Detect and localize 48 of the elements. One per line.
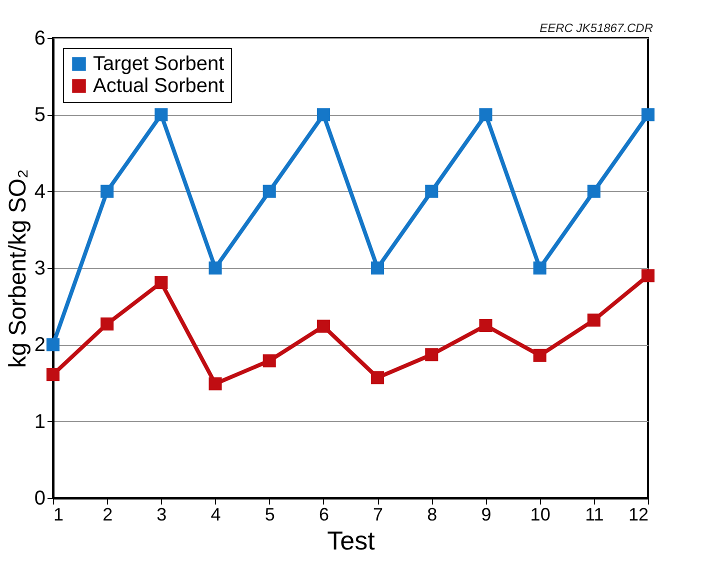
legend-label: Target Sorbent: [93, 53, 225, 75]
x-tick-label: 1: [54, 504, 64, 524]
y-tick-label: 0: [34, 488, 46, 510]
point: [425, 184, 438, 198]
x-tick-label: 12: [628, 504, 648, 524]
y-tick-label: 5: [34, 104, 46, 126]
x-tick-label: 4: [210, 504, 221, 524]
x-tick-label: 11: [585, 504, 604, 524]
x-tick-label: 2: [102, 504, 113, 524]
point: [479, 108, 492, 122]
point: [154, 108, 168, 122]
point: [587, 184, 600, 198]
point: [262, 354, 276, 368]
y-tick-label: 2: [34, 334, 46, 356]
y-tick-label: 6: [34, 28, 46, 50]
x-axis-title: Test: [327, 526, 376, 556]
x-tick-label: 9: [481, 504, 492, 524]
point: [533, 261, 546, 275]
y-tick-label: 1: [34, 410, 46, 433]
point: [154, 276, 168, 290]
point: [641, 108, 655, 122]
y-tick-label: 3: [34, 258, 46, 280]
point: [641, 269, 655, 282]
text: EERC JK51867.CDR: [540, 21, 654, 35]
point: [479, 318, 492, 332]
y-tick-label: 4: [34, 180, 46, 203]
point: [100, 184, 114, 198]
point: [371, 261, 384, 275]
x-tick-label: 10: [530, 504, 550, 524]
point: [587, 314, 600, 327]
point: [371, 371, 384, 384]
point: [262, 184, 276, 198]
point: [100, 317, 114, 330]
point: [533, 348, 546, 362]
x-tick-label: 5: [264, 504, 275, 524]
x-tick-label: 6: [318, 504, 329, 524]
y-axis-title: kg Sorbent/kg SO₂: [4, 169, 32, 368]
point: [208, 377, 222, 390]
x-tick-label: 7: [373, 504, 384, 524]
point: [46, 338, 60, 352]
point: [208, 261, 222, 275]
legend-label: Actual Sorbent: [93, 75, 225, 97]
point: [425, 348, 438, 362]
point: [46, 368, 60, 382]
x-tick-label: 3: [156, 504, 167, 524]
point: [316, 108, 330, 122]
x-tick-label: 8: [427, 504, 438, 524]
point: [316, 320, 330, 333]
